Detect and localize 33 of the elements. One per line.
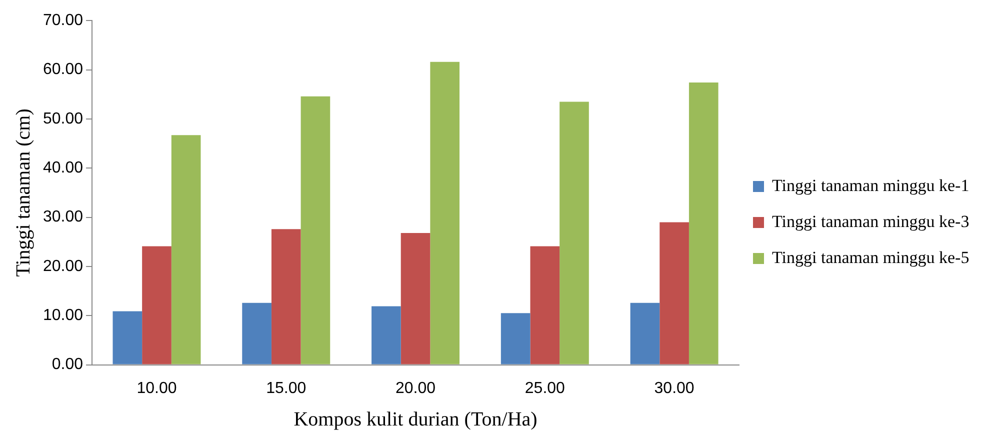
x-tick-label: 10.00: [136, 380, 177, 397]
y-tick-label: 10.00: [42, 307, 84, 324]
bar: [271, 229, 301, 364]
bar: [372, 306, 401, 364]
y-tick-label: 40.00: [42, 160, 84, 177]
x-tick-label: 15.00: [266, 380, 306, 397]
bar: [142, 246, 172, 364]
x-axis-title: Kompos kulit durian (Ton/Ha): [294, 408, 538, 430]
bar: [500, 313, 530, 364]
bar: [171, 135, 201, 364]
bar: [400, 233, 430, 364]
y-tick-label: 30.00: [42, 208, 84, 226]
y-tick-label: 50.00: [42, 110, 84, 128]
y-tick-label: 60.00: [42, 61, 84, 78]
y-tick-label: 0.00: [52, 356, 84, 374]
x-tick-label: 30.00: [654, 380, 694, 397]
bar: [560, 102, 589, 364]
y-axis-title: Tinggi tanaman (cm): [12, 108, 34, 277]
legend-label: Tinggi tanaman minggu ke-5: [772, 248, 970, 268]
bar: [660, 222, 689, 364]
legend-label: Tinggi tanaman minggu ke-3: [772, 212, 970, 232]
bar: [630, 302, 660, 364]
bar: [112, 311, 142, 364]
y-tick-label: 20.00: [42, 258, 84, 275]
bar: [430, 62, 460, 364]
bar: [300, 96, 330, 364]
legend-label: Tinggi tanaman minggu ke-1: [772, 176, 970, 196]
bar: [242, 302, 272, 364]
x-tick-label: 25.00: [524, 380, 566, 397]
y-tick-label: 70.00: [42, 12, 84, 30]
x-tick-label: 20.00: [395, 380, 436, 397]
bar: [530, 246, 560, 364]
bar: [688, 82, 718, 364]
